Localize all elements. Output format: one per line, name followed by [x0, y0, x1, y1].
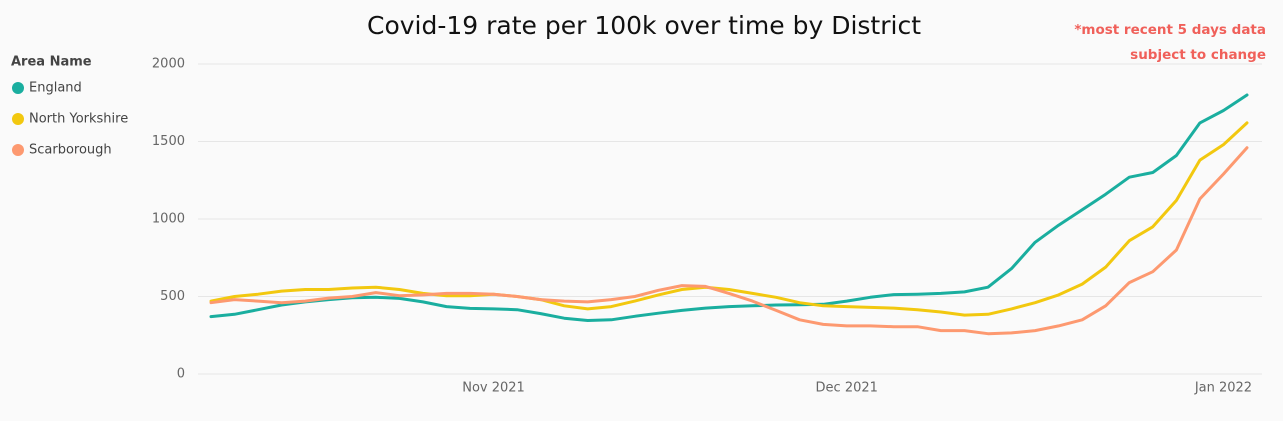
y-tick-label: 0 — [177, 367, 185, 382]
y-tick-label: 1000 — [152, 212, 185, 227]
legend-label: England — [29, 81, 82, 96]
series-line — [209, 121, 1249, 317]
legend-marker — [12, 113, 24, 125]
legend-marker — [12, 82, 24, 94]
y-tick-label: 1500 — [152, 134, 185, 149]
series-line — [209, 93, 1249, 322]
series-line — [209, 146, 1249, 336]
legend-marker — [12, 144, 24, 156]
y-tick-label: 500 — [160, 289, 185, 304]
y-tick-label: 2000 — [152, 57, 185, 72]
x-tick-label: Jan 2022 — [1194, 381, 1252, 396]
legend-label: North Yorkshire — [29, 112, 128, 127]
chart-title: Covid-19 rate per 100k over time by Dist… — [367, 11, 921, 40]
x-tick-label: Nov 2021 — [462, 381, 525, 396]
annotation: subject to change — [1130, 47, 1266, 63]
legend-title: Area Name — [11, 55, 92, 70]
x-tick-label: Dec 2021 — [816, 381, 878, 396]
annotation: *most recent 5 days data — [1074, 22, 1266, 38]
legend-label: Scarborough — [29, 143, 112, 158]
